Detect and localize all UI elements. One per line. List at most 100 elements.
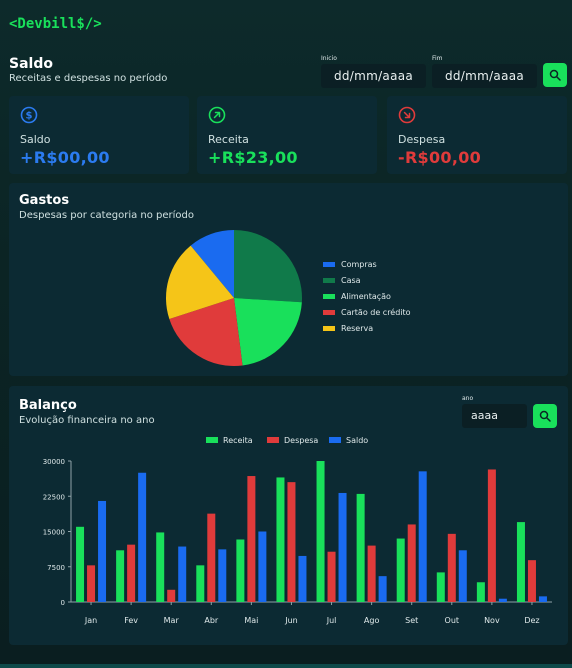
legend-swatch-receita — [206, 437, 218, 443]
card-label: Receita — [208, 133, 249, 146]
bar-receita-abr — [196, 565, 205, 602]
x-tick-label: Ago — [364, 616, 380, 625]
legend-swatch — [323, 326, 335, 331]
bar-receita-jun — [276, 477, 285, 602]
page-title: Saldo — [9, 56, 53, 72]
legend-label-saldo: Saldo — [346, 436, 368, 445]
summary-header: Saldo Receitas e despesas no período — [9, 56, 167, 84]
legend-item-casa: Casa — [323, 276, 361, 285]
bar-despesa-out — [447, 533, 456, 602]
expenses-subtitle: Despesas por categoria no período — [19, 210, 195, 221]
bar-saldo-mar — [178, 546, 187, 602]
bar-saldo-mai — [258, 531, 267, 602]
bar-receita-nov — [476, 582, 485, 602]
x-tick-label: Abr — [204, 616, 219, 625]
bar-despesa-mar — [167, 589, 176, 602]
x-tick-label: Out — [445, 616, 460, 625]
y-tick-label: 30000 — [43, 458, 65, 466]
legend-label: Cartão de crédito — [341, 308, 411, 317]
search-icon — [549, 69, 561, 81]
balance-bar-chart: Receita Despesa Saldo 0 7500 15000 22500 30000 J… — [43, 436, 552, 625]
start-date-input[interactable]: dd/mm/aaaa — [321, 64, 426, 88]
pie-slice-cart-o-de-cr-dito — [169, 298, 243, 366]
bar-receita-dez — [516, 522, 525, 602]
bar-saldo-jul — [338, 492, 347, 602]
bar-despesa-jul — [327, 551, 336, 602]
dollar-circle-icon: $ — [20, 106, 38, 124]
x-tick-label: Mar — [164, 616, 180, 625]
bar-saldo-fev — [138, 472, 147, 602]
balance-subtitle: Evolução financeira no ano — [19, 415, 155, 426]
year-input[interactable]: aaaa — [462, 404, 527, 428]
bar-saldo-jun — [298, 555, 307, 602]
expenses-pie-chart — [166, 230, 302, 366]
bar-receita-set — [396, 538, 405, 602]
bar-despesa-ago — [367, 545, 376, 602]
search-icon — [539, 410, 551, 422]
bar-receita-fev — [116, 550, 125, 602]
bar-receita-jul — [316, 461, 325, 602]
end-date-group: Fim dd/mm/aaaa — [432, 55, 537, 88]
legend-swatch — [323, 262, 335, 267]
bar-despesa-abr — [207, 513, 216, 602]
card-value: -R$00,00 — [398, 148, 482, 167]
card-saldo: $ Saldo +R$00,00 — [9, 96, 189, 174]
x-tick-label: Mai — [244, 616, 258, 625]
arrow-down-right-circle-icon — [398, 106, 416, 124]
pie-slice-compras — [190, 230, 234, 298]
legend-swatch-saldo — [329, 437, 341, 443]
x-tick-label: Jun — [284, 616, 298, 625]
legend-label: Compras — [341, 260, 377, 269]
y-tick-label: 0 — [61, 599, 65, 607]
card-value: +R$00,00 — [20, 148, 110, 167]
x-tick-label: Fev — [124, 616, 138, 625]
bar-receita-jan — [76, 526, 85, 602]
pie-slice-reserva — [166, 245, 234, 320]
arrow-up-right-circle-icon — [208, 106, 226, 124]
bar-despesa-set — [407, 524, 416, 602]
bar-saldo-set — [418, 471, 427, 602]
legend-label-receita: Receita — [223, 436, 253, 445]
bottom-border — [0, 664, 572, 668]
legend-item-cartao: Cartão de crédito — [323, 308, 411, 317]
card-label: Despesa — [398, 133, 446, 146]
bar-receita-mar — [156, 532, 165, 602]
start-date-label: Inicio — [321, 55, 337, 62]
year-search-button[interactable] — [533, 404, 557, 428]
bar-saldo-out — [458, 550, 467, 602]
legend-item-alimentacao: Alimentação — [323, 292, 391, 301]
end-date-label: Fim — [432, 55, 443, 62]
legend-label: Reserva — [341, 324, 374, 333]
card-label: Saldo — [20, 133, 51, 146]
x-tick-label: Nov — [484, 616, 500, 625]
expenses-title: Gastos — [19, 193, 70, 208]
legend-swatch — [323, 278, 335, 283]
bar-despesa-jun — [287, 482, 296, 602]
card-value: +R$23,00 — [208, 148, 298, 167]
bar-despesa-nov — [487, 469, 496, 602]
bar-despesa-mai — [247, 476, 256, 602]
y-tick-label: 15000 — [43, 529, 65, 537]
end-date-input[interactable]: dd/mm/aaaa — [432, 64, 537, 88]
pie-slice-casa — [234, 230, 302, 303]
legend-label-despesa: Despesa — [284, 436, 318, 445]
y-tick-label: 22500 — [43, 493, 65, 501]
date-search-button[interactable] — [543, 63, 567, 87]
pie-slice-alimenta-o — [234, 298, 302, 366]
legend-swatch — [323, 310, 335, 315]
balance-panel: Balanço Evolução financeira no ano ano a… — [9, 386, 568, 645]
x-tick-label: Set — [405, 616, 418, 625]
bar-saldo-dez — [538, 596, 547, 602]
y-tick-label: 7500 — [47, 564, 65, 572]
bar-saldo-abr — [218, 549, 227, 602]
x-tick-label: Dez — [524, 616, 539, 625]
bar-saldo-nov — [498, 598, 507, 602]
svg-text:$: $ — [26, 111, 33, 122]
card-receita: Receita +R$23,00 — [197, 96, 377, 174]
bar-receita-ago — [356, 493, 365, 602]
balance-title: Balanço — [19, 398, 77, 413]
expenses-panel: Gastos Despesas por categoria no período… — [9, 183, 568, 376]
bar-despesa-fev — [127, 544, 136, 602]
legend-swatch — [323, 294, 335, 299]
legend-item-compras: Compras — [323, 260, 377, 269]
